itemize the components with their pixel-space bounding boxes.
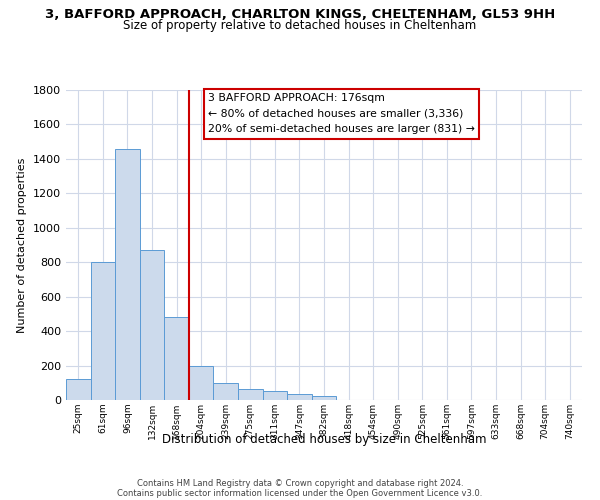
Bar [263,392,287,400]
Bar [214,383,238,400]
Bar [164,318,189,400]
Bar [66,380,91,400]
Text: Contains public sector information licensed under the Open Government Licence v3: Contains public sector information licen… [118,489,482,498]
Bar [312,396,336,400]
Bar [238,389,263,400]
Bar [287,394,312,400]
Text: 3 BAFFORD APPROACH: 176sqm
← 80% of detached houses are smaller (3,336)
20% of s: 3 BAFFORD APPROACH: 176sqm ← 80% of deta… [208,93,475,134]
Text: Contains HM Land Registry data © Crown copyright and database right 2024.: Contains HM Land Registry data © Crown c… [137,479,463,488]
Bar [115,148,140,400]
Bar [91,262,115,400]
Text: Distribution of detached houses by size in Cheltenham: Distribution of detached houses by size … [162,432,486,446]
Text: 3, BAFFORD APPROACH, CHARLTON KINGS, CHELTENHAM, GL53 9HH: 3, BAFFORD APPROACH, CHARLTON KINGS, CHE… [45,8,555,20]
Y-axis label: Number of detached properties: Number of detached properties [17,158,28,332]
Bar [140,250,164,400]
Text: Size of property relative to detached houses in Cheltenham: Size of property relative to detached ho… [124,19,476,32]
Bar [189,366,214,400]
